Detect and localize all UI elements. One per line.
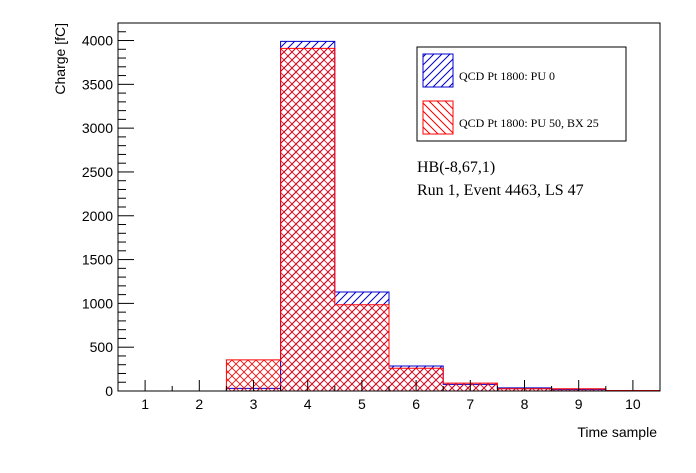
legend: QCD Pt 1800: PU 0 QCD Pt 1800: PU 50, BX…: [416, 46, 627, 142]
x-tick-label: 3: [250, 396, 258, 412]
legend-label-pu50: QCD Pt 1800: PU 50, BX 25: [459, 116, 599, 130]
legend-swatch-pu50: [422, 100, 454, 135]
y-tick-label: 1000: [82, 295, 113, 311]
x-tick-label: 7: [466, 396, 474, 412]
x-tick-label: 5: [358, 396, 366, 412]
bar-pu50-4: [280, 48, 335, 392]
bar-pu50-6: [389, 368, 444, 391]
x-tick-label: 2: [195, 396, 203, 412]
y-tick-label: 500: [90, 339, 114, 355]
y-tick-label: 3000: [82, 120, 113, 136]
y-tick-label: 3500: [82, 76, 113, 92]
x-tick-label: 8: [521, 396, 529, 412]
y-tick-label: 1500: [82, 252, 113, 268]
y-tick-label: 2500: [82, 164, 113, 180]
y-axis-title: Charge [fC]: [52, 23, 68, 95]
legend-label-pu0: QCD Pt 1800: PU 0: [459, 69, 555, 83]
y-tick-label: 0: [105, 383, 113, 399]
x-tick-label: 6: [412, 396, 420, 412]
y-tick-label: 4000: [82, 33, 113, 49]
x-tick-label: 1: [141, 396, 149, 412]
annotation-channel: HB(-8,67,1): [417, 159, 495, 176]
y-axis-ticks: 0 500 1000 1500 2000 2500 3000 3500 4000: [82, 22, 134, 399]
annotation-run-info: Run 1, Event 4463, LS 47: [417, 182, 584, 199]
x-tick-label: 4: [304, 396, 312, 412]
legend-swatch-pu0: [422, 53, 454, 88]
x-tick-label: 9: [575, 396, 583, 412]
x-axis-title: Time sample: [577, 424, 657, 440]
series-pu50-bars: [118, 47, 661, 392]
bar-pu50-5: [334, 304, 389, 391]
x-axis-ticks: 1 2 3 4 5 6 7 8 9 10: [117, 380, 661, 412]
y-tick-label: 2000: [82, 208, 113, 224]
x-tick-label: 10: [625, 396, 641, 412]
